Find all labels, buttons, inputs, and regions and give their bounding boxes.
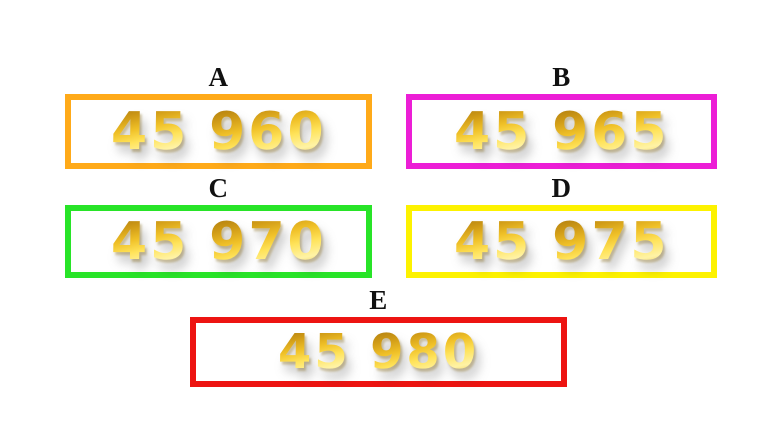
option-d: D 45 975 — [406, 173, 717, 278]
gold-number: 965 — [551, 101, 670, 162]
option-a-label: A — [208, 62, 229, 92]
option-a-box[interactable]: 45 960 — [65, 94, 372, 169]
gold-number: 45 — [110, 211, 190, 272]
option-c-box[interactable]: 45 970 — [65, 205, 372, 278]
option-a: A 45 960 — [65, 62, 372, 169]
option-c-number: 45 970 — [110, 211, 327, 272]
option-b-box[interactable]: 45 965 — [406, 94, 717, 169]
gold-number: 975 — [551, 211, 670, 272]
option-c: C 45 970 — [65, 173, 372, 278]
gold-number: 970 — [208, 211, 327, 272]
gold-number: 45 — [453, 101, 533, 162]
option-d-label: D — [551, 173, 572, 203]
gold-number: 45 — [110, 101, 190, 162]
gold-number: 960 — [208, 101, 327, 162]
option-e-number: 45 980 — [277, 324, 480, 380]
option-b-number: 45 965 — [453, 101, 670, 162]
option-e-label: E — [369, 285, 388, 315]
option-d-box[interactable]: 45 975 — [406, 205, 717, 278]
option-d-number: 45 975 — [453, 211, 670, 272]
option-e: E 45 980 — [190, 285, 567, 387]
option-a-number: 45 960 — [110, 101, 327, 162]
option-b-label: B — [552, 62, 571, 92]
option-b: B 45 965 — [406, 62, 717, 169]
option-e-box[interactable]: 45 980 — [190, 317, 567, 387]
gold-number: 45 — [453, 211, 533, 272]
gold-number: 980 — [369, 324, 480, 380]
gold-number: 45 — [277, 324, 351, 380]
option-c-label: C — [208, 173, 229, 203]
